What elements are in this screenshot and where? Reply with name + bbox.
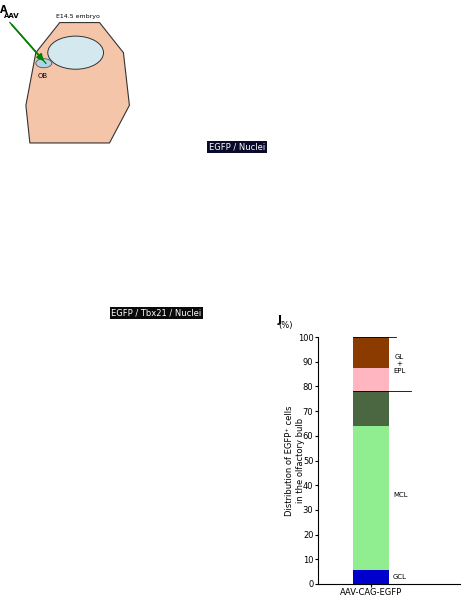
Text: GCL: GCL bbox=[393, 574, 407, 580]
Text: C': C' bbox=[342, 81, 350, 90]
Text: D: D bbox=[3, 158, 10, 167]
Text: GL
+
EPL: GL + EPL bbox=[393, 354, 405, 374]
Text: I: I bbox=[211, 327, 214, 337]
Text: OB: OB bbox=[38, 73, 48, 79]
Text: MCL: MCL bbox=[444, 252, 457, 257]
Ellipse shape bbox=[48, 36, 103, 69]
Text: C: C bbox=[342, 6, 348, 15]
Text: B': B' bbox=[207, 81, 215, 90]
Text: (%): (%) bbox=[278, 321, 292, 330]
Text: G: G bbox=[2, 327, 9, 337]
Text: J: J bbox=[278, 315, 282, 325]
Text: EPL: EPL bbox=[447, 229, 457, 234]
Ellipse shape bbox=[36, 59, 52, 68]
Bar bbox=[353, 570, 389, 584]
Y-axis label: Distribution of EGFP⁺ cells
in the olfactory bulb: Distribution of EGFP⁺ cells in the olfac… bbox=[285, 405, 305, 516]
Text: AAV: AAV bbox=[4, 13, 19, 19]
Bar bbox=[353, 391, 389, 426]
Text: B: B bbox=[207, 6, 213, 15]
Text: A: A bbox=[0, 4, 8, 14]
Text: F: F bbox=[288, 158, 293, 167]
Text: GCL: GCL bbox=[445, 278, 457, 283]
Text: EGFP / Nuclei: EGFP / Nuclei bbox=[209, 143, 265, 152]
Text: H: H bbox=[106, 327, 113, 337]
Text: E: E bbox=[155, 158, 160, 167]
Polygon shape bbox=[26, 23, 129, 143]
Text: EGFP / Tbx21 / Nuclei: EGFP / Tbx21 / Nuclei bbox=[111, 308, 201, 317]
Text: E14.5 embryo: E14.5 embryo bbox=[56, 14, 100, 19]
Text: MCL: MCL bbox=[393, 492, 408, 498]
Bar bbox=[353, 337, 389, 368]
Bar bbox=[353, 368, 389, 391]
Text: GL: GL bbox=[449, 196, 457, 202]
Text: ONL: ONL bbox=[444, 170, 457, 176]
Bar bbox=[353, 426, 389, 570]
